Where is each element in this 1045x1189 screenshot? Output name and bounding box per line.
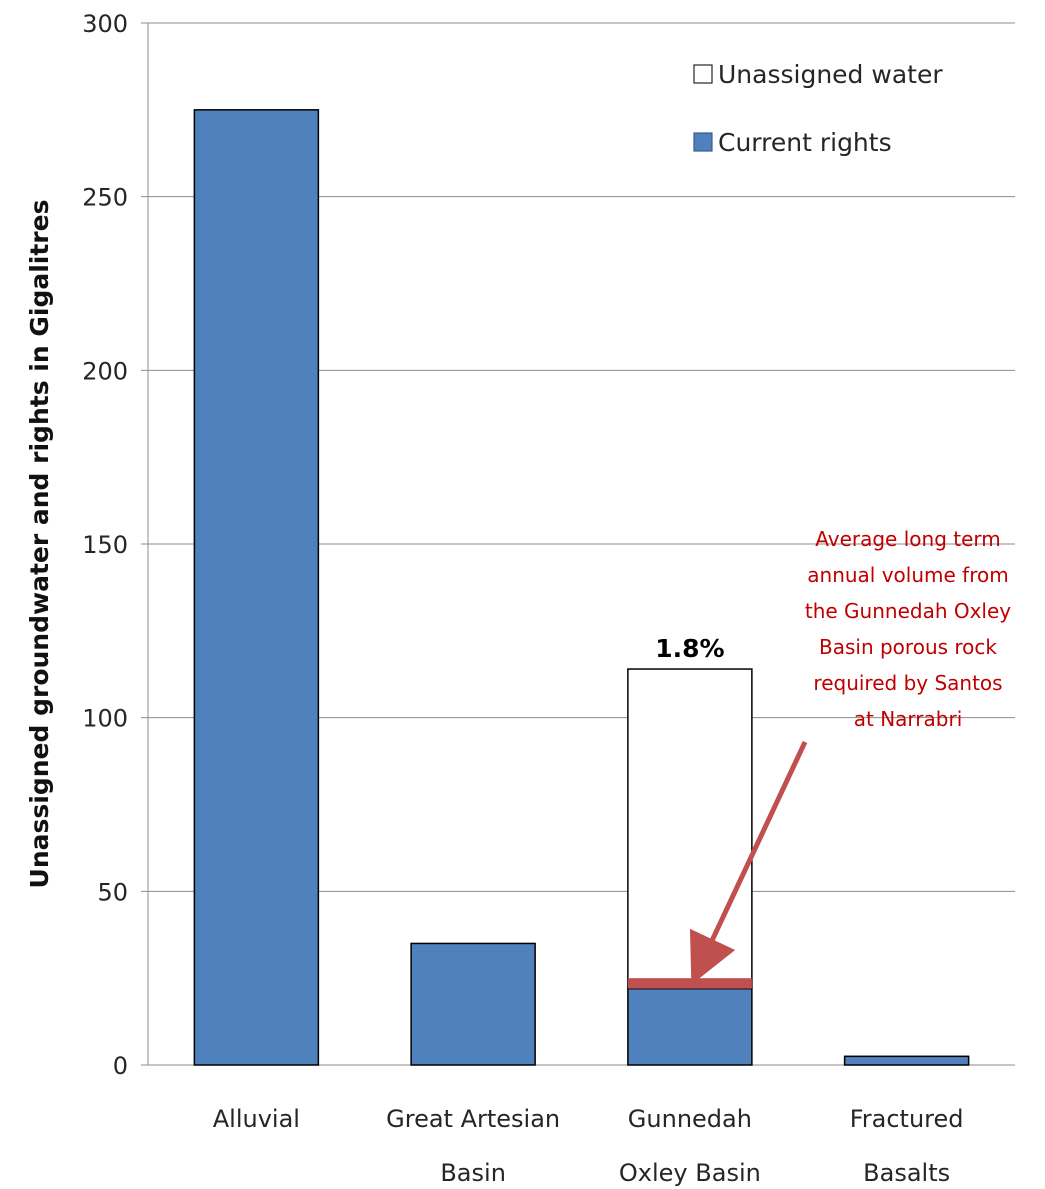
x-category-label: Basalts [863,1159,950,1187]
legend-label: Current rights [718,128,892,157]
y-tick-label: 100 [82,705,128,733]
x-category-label: Alluvial [213,1105,300,1133]
bar-current-rights [193,109,320,1066]
x-category-label: Great Artesian [386,1105,560,1133]
x-category-label: Oxley Basin [619,1159,761,1187]
y-tick-label: 0 [113,1052,128,1080]
percent-label: 1.8% [655,634,724,663]
bars: 1.8% [193,109,970,1066]
y-tick-labels: 0 50 100 150 200 250 300 [82,10,128,1080]
legend: Unassigned water Current rights [693,60,943,157]
x-category-labels: Alluvial Great Artesian Basin Gunnedah Oxley… [213,1105,964,1187]
y-tick-label: 200 [82,357,128,385]
y-tick-label: 50 [97,878,128,906]
bar-current-rights [410,942,536,1066]
bar-current-rights [843,1055,970,1066]
legend-swatch [693,64,713,84]
legend-label: Unassigned water [718,60,943,89]
annotation-text-line: Basin porous rock [819,635,997,659]
bar-current-rights [627,987,753,1066]
x-category-label: Basin [440,1159,506,1187]
y-tick-label: 300 [82,10,128,38]
bar-unassigned-water [627,668,753,990]
annotation-text-line: at Narrabri [854,707,963,731]
y-axis-label: Unassigned groundwater and rights in Gig… [25,200,54,889]
annotation-arrow [689,740,808,985]
annotation-text-line: the Gunnedah Oxley [805,599,1011,623]
y-tick-label: 250 [82,184,128,212]
annotation: Average long term annual volume from the G… [689,527,1011,985]
highlight-band [627,978,752,989]
annotation-text-line: annual volume from [807,563,1008,587]
legend-swatch [693,132,713,152]
x-category-label: Fractured [850,1105,964,1133]
y-tick-label: 150 [82,531,128,559]
x-category-label: Gunnedah [628,1105,752,1133]
annotation-text-line: required by Santos [813,671,1002,695]
annotation-text-line: Average long term [815,527,1001,551]
